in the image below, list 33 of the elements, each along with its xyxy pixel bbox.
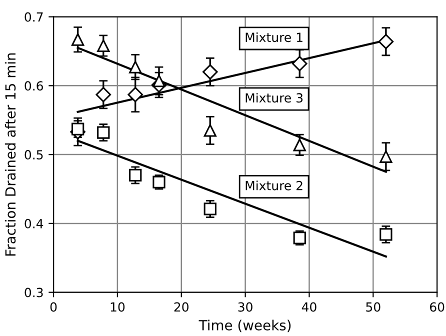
y-tick-label: 0.7	[24, 12, 43, 22]
y-axis-title: Fraction Drained after 15 min	[4, 53, 16, 256]
point	[380, 150, 392, 163]
x-tick-label: 20	[174, 302, 188, 312]
x-tick-label: 50	[366, 302, 380, 312]
point	[71, 33, 84, 46]
point	[128, 86, 143, 102]
point	[202, 64, 218, 80]
y-tick-label: 0.5	[24, 150, 43, 160]
x-tick-label: 10	[110, 302, 125, 312]
x-tick-label: 0	[50, 302, 57, 312]
point	[378, 34, 394, 50]
point	[96, 86, 112, 102]
point	[152, 74, 166, 88]
x-tick-label: 40	[302, 302, 316, 312]
y-tick-label: 0.3	[24, 288, 43, 298]
annotation: Mixture 1	[246, 32, 302, 42]
point	[204, 124, 216, 137]
point	[129, 168, 142, 182]
annotation: Mixture 3	[246, 92, 303, 103]
point	[380, 228, 392, 241]
point	[97, 126, 110, 139]
point	[129, 60, 142, 74]
x-tick-label: 30	[238, 302, 252, 312]
annotation: Mixture 2	[246, 180, 302, 190]
x-tick-label: 60	[430, 302, 444, 312]
point	[293, 138, 306, 152]
point	[292, 56, 308, 72]
point	[97, 39, 110, 52]
x-axis-title: Time (weeks)	[198, 320, 291, 332]
y-tick-label: 0.4	[24, 218, 44, 228]
point	[204, 202, 216, 216]
y-tick-label: 0.6	[24, 81, 44, 91]
